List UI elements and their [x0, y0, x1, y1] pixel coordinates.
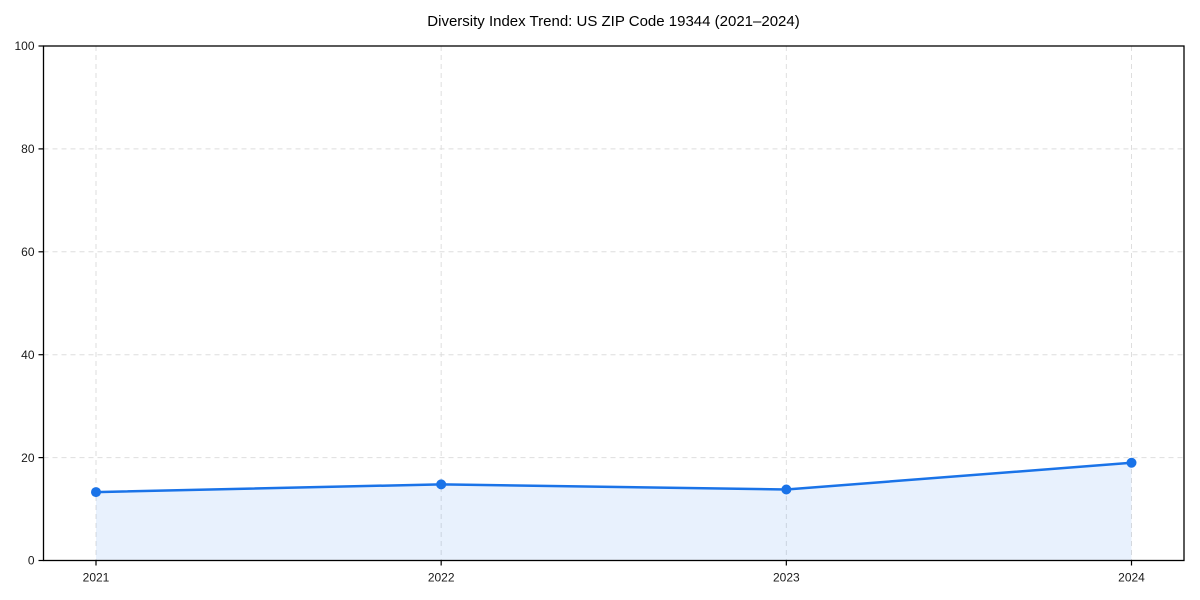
data-point — [1126, 457, 1137, 468]
y-tick-label: 0 — [28, 554, 35, 568]
y-tick-label: 60 — [21, 245, 35, 259]
x-tick-label: 2024 — [1118, 571, 1145, 585]
data-point — [436, 479, 447, 490]
data-point — [91, 487, 101, 498]
y-tick-label: 20 — [21, 451, 35, 465]
plot-border — [42, 45, 1185, 562]
area-fill — [96, 462, 1132, 561]
x-tick-label: 2021 — [83, 571, 110, 585]
x-tick-label: 2022 — [428, 571, 455, 585]
y-tick-label: 80 — [21, 142, 35, 156]
data-point — [781, 484, 792, 495]
y-tick-label: 40 — [21, 348, 35, 362]
trend-line — [94, 461, 1133, 494]
x-tick-label: 2023 — [773, 571, 800, 585]
y-tick-label: 100 — [14, 39, 34, 53]
chart-title: Diversity Index Trend: US ZIP Code 19344… — [427, 13, 800, 30]
